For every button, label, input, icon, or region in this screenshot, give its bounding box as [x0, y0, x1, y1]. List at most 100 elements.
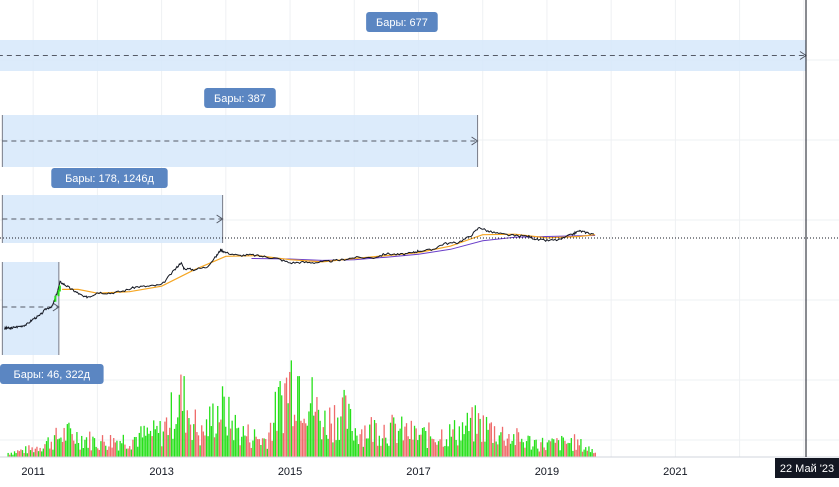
range-box[interactable]	[2, 262, 59, 355]
volume-bar	[357, 444, 360, 457]
volume-bar	[381, 438, 384, 457]
volume-bar	[348, 403, 350, 457]
volume-bar	[485, 416, 488, 457]
volume-bar	[197, 435, 200, 457]
volume-bar	[477, 413, 480, 457]
range-label-background	[0, 364, 104, 384]
price-candle	[57, 290, 60, 297]
volume-bar	[169, 427, 171, 457]
volume-bar	[452, 429, 454, 457]
volume-bar	[297, 376, 299, 457]
volume-bar	[209, 406, 211, 457]
volume-bar	[292, 426, 294, 457]
price-line	[4, 226, 594, 331]
volume-bar	[556, 438, 558, 457]
volume-bar	[482, 415, 484, 457]
volume-bar	[201, 425, 203, 457]
volume-bar	[535, 439, 537, 457]
volume-bar	[45, 441, 48, 457]
volume-bar	[455, 439, 457, 457]
volume-bar	[460, 440, 462, 457]
volume-bar	[55, 427, 57, 457]
volume-bar	[308, 411, 310, 457]
volume-bar	[343, 389, 345, 457]
volume-bar	[63, 427, 65, 457]
volume-bar	[497, 444, 499, 457]
x-tick-label: 2013	[149, 466, 173, 478]
volume-bar	[106, 449, 108, 457]
volume-bar	[252, 440, 254, 457]
volume-bar	[300, 420, 302, 457]
volume-bar	[28, 445, 30, 457]
volume-bar	[125, 448, 128, 457]
volume-bar	[226, 435, 228, 457]
volume-bar	[181, 410, 184, 457]
volume-bar	[594, 452, 596, 457]
volume-bar	[369, 424, 371, 457]
volume-bar	[220, 419, 222, 457]
volume-bar	[362, 446, 364, 457]
volume-bar	[66, 424, 68, 457]
volume-bar	[364, 425, 366, 457]
volume-bar	[73, 440, 75, 457]
volume-bar	[79, 449, 81, 457]
volume-bar	[207, 436, 209, 457]
volume-bar	[540, 442, 542, 457]
volume-bar	[221, 386, 224, 457]
volume-bar	[330, 423, 332, 457]
volume-bar	[233, 440, 235, 457]
volume-bar	[493, 426, 496, 457]
volume-bar	[492, 442, 494, 457]
volume-bar	[372, 441, 374, 457]
volume-bar	[428, 422, 430, 457]
volume-bar	[31, 447, 33, 457]
volume-bar	[117, 450, 120, 457]
volume-bar	[71, 434, 73, 457]
volume-bar	[396, 443, 398, 457]
volume-bar	[577, 439, 579, 457]
volume-bar	[9, 454, 11, 457]
volume-bar	[274, 391, 276, 457]
range-label: Бары: 178, 1246д	[65, 173, 154, 185]
volume-bar	[567, 442, 569, 457]
volume-bar	[537, 448, 539, 457]
volume-bar	[317, 409, 320, 457]
volume-bar	[412, 439, 414, 457]
volume-bar	[68, 422, 70, 457]
volume-bar	[533, 440, 536, 457]
volume-bar	[421, 428, 424, 457]
volume-bar	[354, 428, 356, 457]
volume-bar	[311, 377, 313, 457]
volume-bar	[410, 420, 412, 457]
volume-bar	[130, 449, 132, 457]
volume-bar	[439, 439, 441, 457]
volume-bar	[458, 426, 460, 457]
volume-bar	[445, 439, 448, 457]
volume-bar	[365, 438, 368, 457]
volume-bar	[509, 443, 512, 457]
volume-bar	[268, 432, 270, 457]
volume-bar	[29, 450, 32, 457]
volume-bar	[314, 411, 316, 457]
volume-bar	[468, 431, 470, 457]
volume-bar	[173, 428, 176, 457]
volume-bar	[87, 447, 89, 457]
volume-bar	[461, 422, 464, 457]
volume-bar	[47, 437, 49, 457]
volume-bar	[141, 437, 144, 457]
volume-bar	[437, 441, 440, 457]
volume-bar	[522, 442, 524, 457]
volume-bar	[271, 440, 273, 457]
volume-bar	[57, 439, 59, 457]
volume-bar	[39, 447, 41, 457]
volume-bar	[10, 452, 12, 457]
volume-bar	[529, 436, 531, 457]
volume-bar	[524, 447, 526, 457]
volume-bar	[105, 445, 107, 457]
volume-bar	[284, 383, 286, 457]
volume-bar	[321, 439, 323, 457]
volume-bar	[95, 446, 97, 457]
volume-bar	[191, 440, 193, 457]
